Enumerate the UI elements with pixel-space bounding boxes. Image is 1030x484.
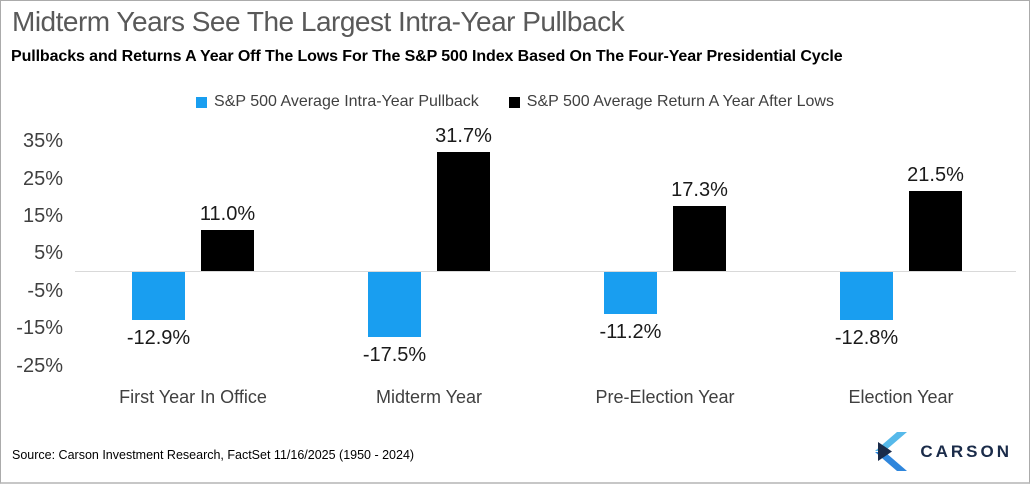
y-axis-tick-label: 15% bbox=[22, 204, 63, 227]
pullback-value-label: -11.2% bbox=[599, 320, 662, 343]
pullback-bar bbox=[604, 272, 657, 314]
x-axis-category-label: First Year In Office bbox=[119, 387, 267, 407]
legend-label-pullback: S&P 500 Average Intra-Year Pullback bbox=[214, 93, 479, 110]
legend-label-return: S&P 500 Average Return A Year After Lows bbox=[526, 93, 834, 110]
pullback-value-label: -12.8% bbox=[834, 326, 899, 349]
y-axis-tick-label: -15% bbox=[16, 317, 63, 340]
legend-item-return: S&P 500 Average Return A Year After Lows bbox=[508, 93, 834, 111]
chart-subtitle: Pullbacks and Returns A Year Off The Low… bbox=[11, 48, 843, 65]
logo-navy-triangle bbox=[878, 442, 893, 461]
return-bar bbox=[673, 206, 726, 271]
return-value-label: 17.3% bbox=[671, 179, 728, 202]
x-axis-category-label: Midterm Year bbox=[375, 387, 483, 407]
y-axis-tick-label: 35% bbox=[22, 130, 63, 153]
y-axis-tick-label: 25% bbox=[22, 167, 63, 190]
pullback-bar bbox=[368, 272, 421, 338]
x-axis-category-label: Election Year bbox=[848, 387, 954, 407]
y-axis-tick-label: -5% bbox=[27, 279, 63, 302]
pullback-bar bbox=[840, 272, 893, 320]
pullback-value-label: -12.9% bbox=[126, 327, 191, 350]
return-value-label: 31.7% bbox=[435, 125, 492, 148]
carson-logo: CARSON bbox=[869, 431, 1012, 472]
source-note: Source: Carson Investment Research, Fact… bbox=[12, 448, 415, 462]
return-value-label: 21.5% bbox=[907, 163, 964, 186]
pullback-value-label: -17.5% bbox=[362, 344, 427, 367]
chart-title: Midterm Years See The Largest Intra-Year… bbox=[12, 6, 625, 37]
x-axis-category-label: Pre-Election Year bbox=[595, 387, 735, 407]
return-bar bbox=[201, 229, 254, 271]
y-axis-tick-label: -25% bbox=[16, 354, 63, 377]
carson-logo-icon bbox=[875, 432, 908, 471]
return-bar bbox=[437, 152, 490, 271]
return-bar bbox=[909, 190, 962, 271]
legend-swatch-pullback-icon bbox=[196, 96, 208, 108]
x-axis-line bbox=[75, 271, 1016, 272]
return-value-label: 11.0% bbox=[199, 202, 256, 225]
carson-logo-text: CARSON bbox=[920, 441, 1012, 461]
legend-swatch-return-icon bbox=[508, 96, 520, 108]
chart-legend: S&P 500 Average Intra-Year Pullback S&P … bbox=[1, 93, 1029, 111]
y-axis-tick-label: 5% bbox=[34, 242, 63, 265]
legend-item-pullback: S&P 500 Average Intra-Year Pullback bbox=[196, 93, 479, 111]
pullback-bar bbox=[132, 272, 185, 321]
